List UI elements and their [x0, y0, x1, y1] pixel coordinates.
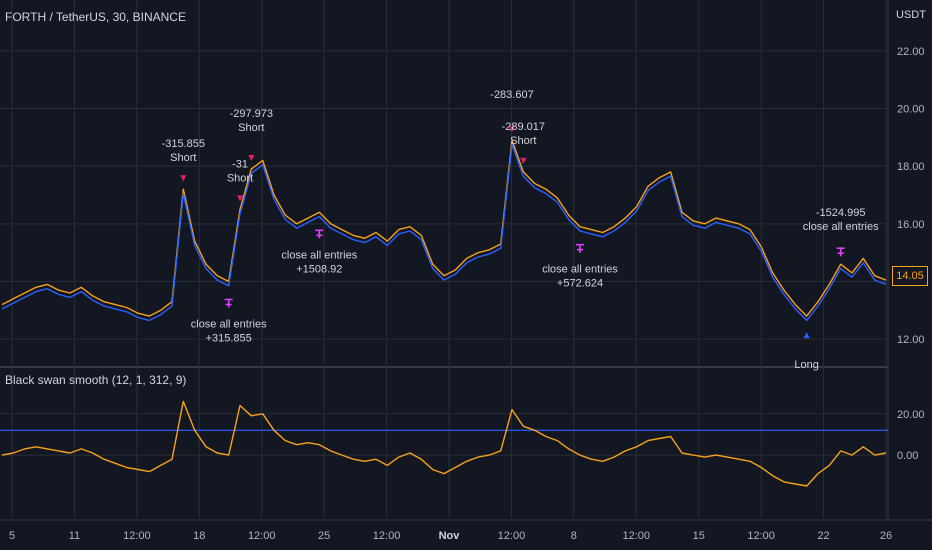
x-tick-label: 22: [817, 530, 829, 542]
short-annotation-label: Short: [238, 122, 264, 134]
x-tick-label: 25: [318, 530, 330, 542]
short-marker: [248, 155, 255, 162]
short-annotation-label: Short: [227, 172, 253, 184]
y-tick-label: 12.00: [897, 334, 925, 346]
close-annotation-label: -1524.995: [816, 207, 866, 219]
x-tick-label: 15: [693, 530, 705, 542]
long-marker: [803, 332, 810, 339]
x-tick-label: 8: [571, 530, 577, 542]
short-annotation-label: Short: [170, 152, 196, 164]
x-tick-label: 18: [193, 530, 205, 542]
last-price-tag: 14.05: [892, 266, 928, 286]
short-annotation-value: -315.855: [162, 138, 205, 150]
x-tick-label: 5: [9, 530, 15, 542]
close-marker: [836, 247, 845, 257]
short-marker: [509, 126, 515, 133]
close-annotation-value: +315.855: [206, 333, 252, 345]
close-marker: [315, 229, 324, 239]
oscillator-line: [1, 400, 887, 487]
x-tick-label: 26: [880, 530, 892, 542]
osc-y-tick-label: 0.00: [897, 450, 918, 462]
short-marker: [520, 157, 527, 164]
price-line: [1, 139, 887, 317]
y-tick-label: 18.00: [897, 161, 925, 173]
short-annotation-value: -297.973: [230, 108, 273, 120]
x-tick-label: 12:00: [498, 530, 526, 542]
x-tick-label: 12:00: [248, 530, 276, 542]
close-annotation-label: close all entries: [542, 264, 618, 276]
osc-y-tick-label: 20.00: [897, 409, 925, 421]
price-line-alt: [1, 143, 887, 322]
short-marker: [180, 175, 187, 182]
long-annotation-label: Long: [794, 359, 818, 371]
indicator-label[interactable]: Black swan smooth (12, 1, 312, 9): [5, 373, 187, 387]
close-marker: [224, 298, 233, 308]
x-tick-label: 11: [69, 530, 80, 542]
short-annotation-value: -289.017: [502, 121, 545, 133]
x-tick-label: 12:00: [373, 530, 401, 542]
x-tick-label: 12:00: [623, 530, 651, 542]
close-annotation-value: close all entries: [803, 221, 879, 233]
short-annotation-value: -31: [232, 158, 248, 170]
symbol-title[interactable]: FORTH / TetherUS, 30, BINANCE: [5, 10, 186, 24]
x-tick-label: 12:00: [123, 530, 151, 542]
short-annotation-value: -283.607: [490, 89, 533, 101]
y-tick-label: 20.00: [897, 104, 925, 116]
short-annotation-label: Short: [510, 135, 536, 147]
unit-label: USDT: [896, 9, 926, 21]
close-annotation-label: close all entries: [191, 319, 267, 331]
y-tick-label: 16.00: [897, 219, 925, 231]
close-annotation-label: close all entries: [281, 249, 357, 261]
x-tick-label: 12:00: [747, 530, 775, 542]
close-annotation-value: +572.624: [557, 278, 603, 290]
y-tick-label: 22.00: [897, 46, 925, 58]
close-annotation-value: +1508.92: [296, 263, 342, 275]
short-marker: [237, 195, 243, 202]
close-marker: [576, 243, 584, 253]
x-tick-label: Nov: [439, 530, 461, 542]
